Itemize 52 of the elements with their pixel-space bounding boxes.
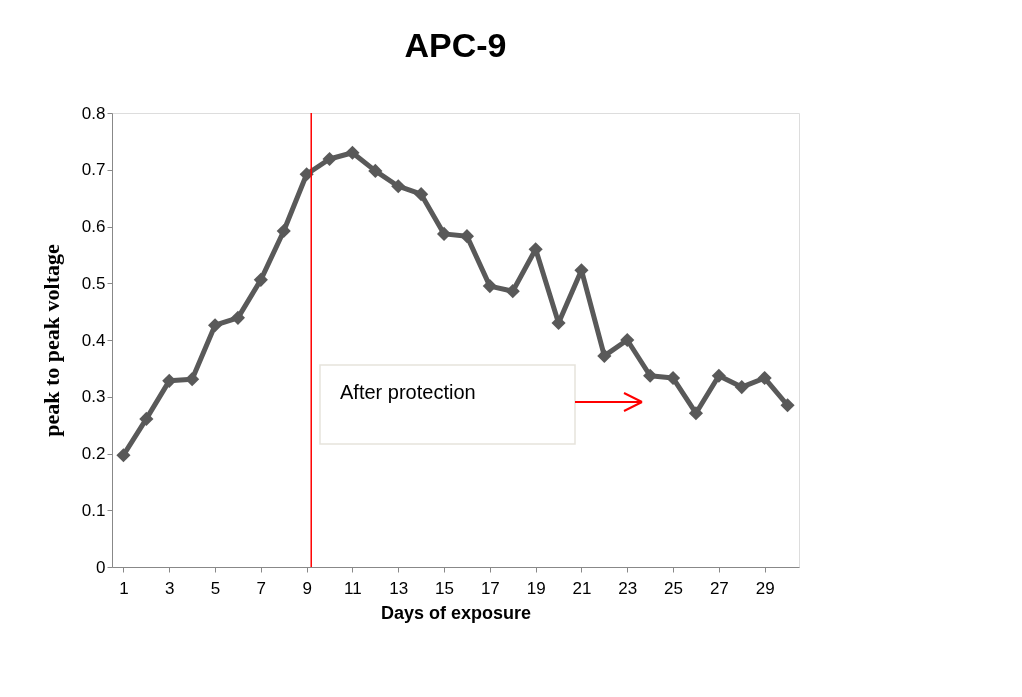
point: [505, 284, 520, 299]
point: [162, 373, 177, 388]
point: [734, 380, 749, 395]
x-tick-label: 7: [256, 578, 267, 598]
y-tick-label: 0.2: [81, 444, 106, 463]
y-tick-label: 0.6: [81, 217, 106, 236]
point: [116, 448, 131, 463]
y-tick-label: 0.3: [81, 387, 106, 407]
point: [597, 348, 612, 363]
x-tick-label: 23: [618, 578, 638, 598]
y-tick-label: 0: [96, 557, 106, 577]
point: [368, 163, 383, 178]
point: [391, 179, 406, 194]
point: [253, 272, 268, 287]
y-tick-label: 0.8: [81, 103, 106, 123]
x-tick-label: 15: [435, 578, 455, 598]
point: [620, 332, 635, 348]
x-tick-label: 21: [572, 578, 592, 598]
point: [711, 368, 726, 383]
y-tick-label: 0.5: [81, 273, 106, 293]
y-tick-label: 0.7: [81, 160, 106, 180]
y-tick-label: 0.4: [81, 330, 106, 350]
point: [230, 310, 246, 325]
x-tick-label: 11: [344, 578, 362, 598]
annotation: After protection: [340, 381, 476, 403]
point: [459, 229, 475, 244]
point: [139, 411, 154, 426]
point: [207, 318, 223, 333]
point: [688, 406, 704, 421]
x-tick-label: 29: [755, 578, 775, 598]
point: [757, 370, 772, 386]
x-tick-label: 27: [709, 578, 729, 598]
x-tick-label: 25: [664, 578, 684, 598]
x-tick-label: 1: [119, 578, 129, 598]
point: [185, 372, 200, 387]
x-axis-title: Days of exposure: [380, 602, 532, 623]
y-axis-title: peak to peak voltage: [38, 244, 64, 437]
x-tick-label: 17: [480, 578, 500, 598]
x-tick-label: 19: [526, 578, 546, 598]
x-tick-label: 9: [302, 578, 312, 598]
point: [482, 279, 497, 294]
point: [643, 368, 658, 383]
point: [276, 223, 291, 239]
point: [345, 145, 360, 160]
x-tick-label: 13: [389, 578, 409, 598]
x-tick-label: 3: [165, 578, 175, 598]
x-tick-label: 5: [210, 578, 221, 598]
point: [414, 187, 429, 202]
point: [322, 151, 337, 167]
point: [780, 398, 795, 413]
chart-title: APC-9: [404, 26, 507, 64]
y-tick-label: 0.1: [81, 500, 106, 520]
